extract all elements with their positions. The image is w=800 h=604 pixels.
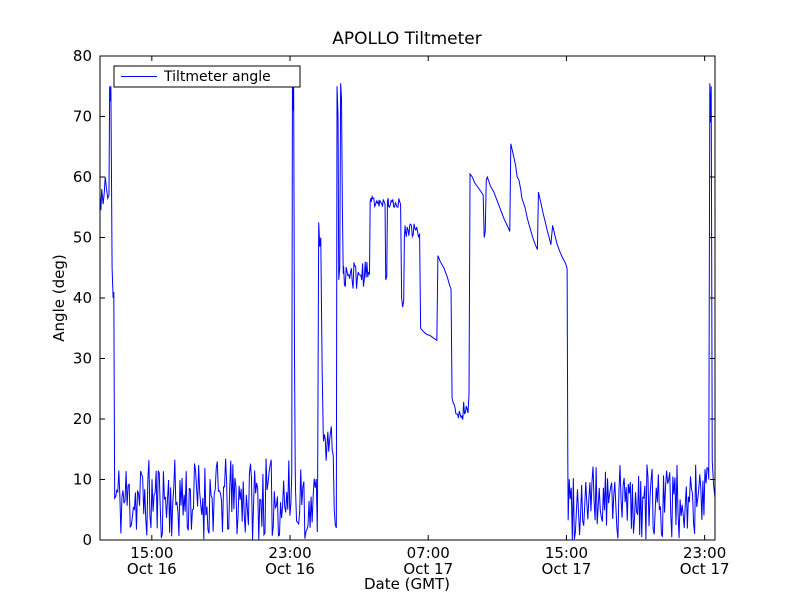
y-tick-label: 50 <box>73 229 92 247</box>
y-axis-label: Angle (deg) <box>50 254 68 341</box>
legend: Tiltmeter angle <box>113 65 301 88</box>
x-axis-label: Date (GMT) <box>364 575 450 593</box>
plot-area <box>100 56 715 540</box>
y-tick-label: 70 <box>73 108 92 126</box>
tiltmeter-line <box>99 83 716 540</box>
x-tick-time-label: 07:00 <box>407 544 450 562</box>
chart-title: APOLLO Tiltmeter <box>332 29 482 49</box>
y-tick-label: 80 <box>73 47 92 65</box>
plot-frame <box>99 55 716 541</box>
x-tick-time-label: 23:00 <box>268 544 311 562</box>
x-tick-date-label: Oct 16 <box>127 560 177 578</box>
y-tick-label: 10 <box>73 471 92 489</box>
y-tick-label: 20 <box>73 410 92 428</box>
y-tick-label: 40 <box>73 289 92 307</box>
legend-label: Tiltmeter angle <box>163 69 271 85</box>
x-tick-date-label: Oct 17 <box>680 560 730 578</box>
x-tick-date-label: Oct 17 <box>542 560 592 578</box>
x-tick-date-label: Oct 16 <box>265 560 315 578</box>
y-tick-label: 30 <box>73 350 92 368</box>
x-tick-time-label: 15:00 <box>130 544 173 562</box>
x-tick-date-label: Oct 17 <box>403 560 453 578</box>
x-tick-time-label: 15:00 <box>545 544 588 562</box>
legend-box <box>113 65 301 88</box>
y-tick-label: 0 <box>82 531 92 549</box>
y-tick-label: 60 <box>73 168 92 186</box>
x-tick-time-label: 23:00 <box>683 544 726 562</box>
tiltmeter-angle-series <box>99 83 716 540</box>
